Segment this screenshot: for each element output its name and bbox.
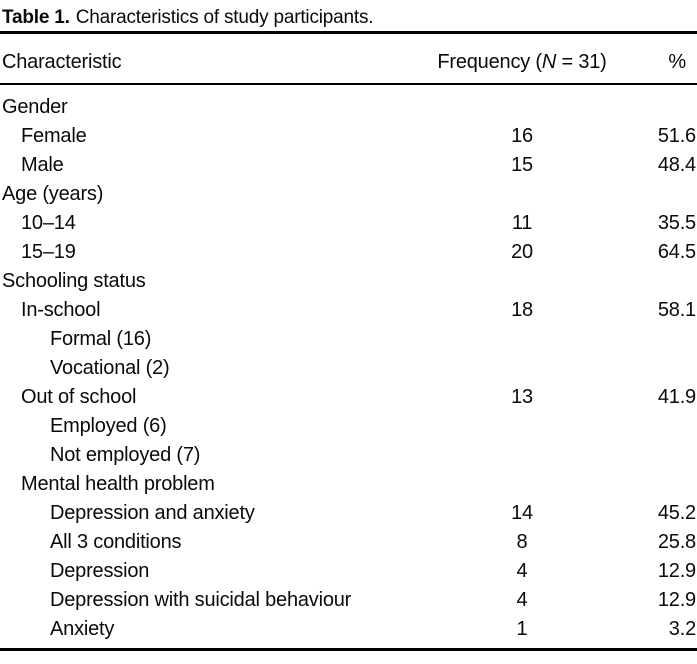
table-row: Depression 4 12.9 [0,557,697,586]
row-percent: 35.5 [657,211,696,234]
table-row: Employed (6) [0,412,697,441]
table-row: In-school 18 58.1 [0,296,697,325]
row-frequency: 1 [516,617,528,640]
table-row: 10–14 11 35.5 [0,209,697,238]
row-label: Depression [50,559,150,582]
row-frequency: 18 [511,298,533,321]
table-top-rule [0,31,697,34]
row-percent: 45.2 [657,501,696,524]
row-frequency: 13 [511,385,533,408]
table-row: Depression with suicidal behaviour 4 12.… [0,586,697,615]
table-header-row: Characteristic Frequency (N = 31) % [0,34,697,83]
row-frequency: 16 [511,124,533,147]
table-row: Male 15 48.4 [0,151,697,180]
table-row: Gender [0,93,697,122]
row-label: 15–19 [21,240,76,263]
row-percent: 58.1 [657,298,696,321]
row-label: Depression and anxiety [50,501,255,524]
row-frequency: 8 [516,530,528,553]
table-row: Vocational (2) [0,354,697,383]
row-percent: 64.5 [657,240,696,263]
n-variable: N [541,51,557,73]
row-label: Employed (6) [50,414,167,437]
row-percent: 12.9 [657,588,696,611]
row-label: Female [21,124,87,147]
row-label: Formal (16) [50,327,152,350]
table-row: Female 16 51.6 [0,122,697,151]
table-row: Anxiety 1 3.2 [0,615,697,644]
row-label: Vocational (2) [50,356,170,379]
table-row: Schooling status [0,267,697,296]
table-caption-text: Characteristics of study participants. [75,7,374,28]
row-label: All 3 conditions [50,530,182,553]
column-header-frequency: Frequency (N = 31) [437,51,607,73]
table-row: Depression and anxiety 14 45.2 [0,499,697,528]
row-label: Mental health problem [21,472,215,495]
row-label: Male [21,153,64,176]
row-label: In-school [21,298,101,321]
row-percent: 25.8 [657,530,696,553]
row-label: Not employed (7) [50,443,201,466]
table-row: Not employed (7) [0,441,697,470]
row-percent: 51.6 [657,124,696,147]
row-label: Schooling status [2,269,146,292]
table-row: Age (years) [0,180,697,209]
row-frequency: 11 [511,211,533,234]
table-row: Mental health problem [0,470,697,499]
table-body: Gender Female 16 51.6 Male 15 48.4 Age (… [0,85,697,644]
row-label: Anxiety [50,617,115,640]
table-row: All 3 conditions 8 25.8 [0,528,697,557]
row-frequency: 4 [516,588,528,611]
row-percent: 41.9 [657,385,696,408]
row-frequency: 15 [511,153,533,176]
table-row: Formal (16) [0,325,697,354]
row-label: 10–14 [21,211,76,234]
table-row: 15–19 20 64.5 [0,238,697,267]
table-caption-label: Table 1. [2,7,70,28]
row-percent: 12.9 [657,559,696,582]
row-frequency: 14 [511,501,533,524]
table-bottom-rule [0,647,697,651]
row-label: Gender [2,95,68,118]
row-label: Out of school [21,385,137,408]
row-percent: 3.2 [668,617,696,640]
table-header-rule [0,83,697,85]
row-frequency: 20 [511,240,533,263]
row-frequency: 4 [516,559,528,582]
table-caption: Table 1. Characteristics of study partici… [0,5,697,31]
table-row: Out of school 13 41.9 [0,383,697,412]
row-label: Depression with suicidal behaviour [50,588,352,611]
column-header-percent: % [668,51,686,73]
row-label: Age (years) [2,182,104,205]
column-header-characteristic: Characteristic [2,51,122,73]
row-percent: 48.4 [657,153,696,176]
